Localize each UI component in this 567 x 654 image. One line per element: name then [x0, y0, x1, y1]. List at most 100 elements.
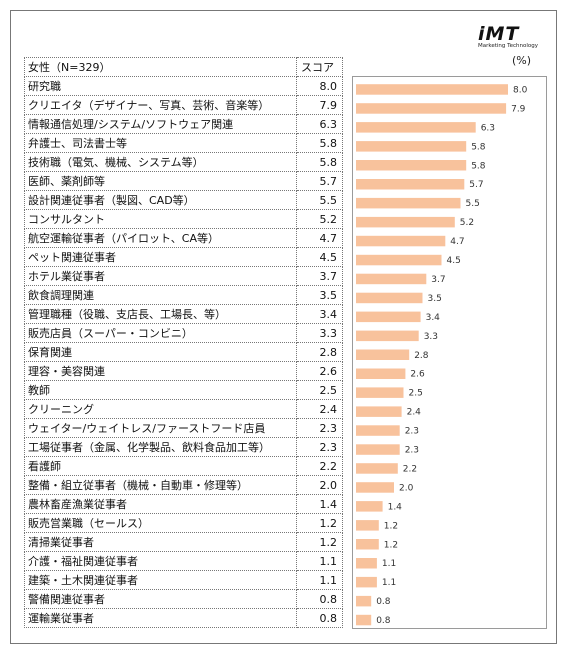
bar-value-label: 1.1	[382, 578, 396, 588]
row-score: 2.8	[296, 342, 343, 362]
row-label: 管理職種（役職、支店長、工場長、等）	[24, 304, 297, 324]
bar	[356, 387, 404, 398]
bar	[356, 558, 377, 569]
row-score: 3.5	[296, 285, 343, 305]
row-score: 2.2	[296, 456, 343, 476]
row-label: 運輸業従事者	[24, 608, 297, 628]
table-row: 保育関連 2.8	[24, 342, 343, 362]
bar-value-label: 2.4	[407, 408, 422, 418]
row-label: 販売店員（スーパー・コンビニ）	[24, 323, 297, 343]
bar-value-label: 6.3	[481, 123, 495, 133]
table-row: 弁護士、司法書士等 5.8	[24, 133, 343, 153]
row-score: 3.3	[296, 323, 343, 343]
row-label: クリーニング	[24, 399, 297, 419]
bar-value-label: 5.7	[469, 180, 483, 190]
row-score: 2.5	[296, 380, 343, 400]
row-score: 5.2	[296, 209, 343, 229]
bar	[356, 614, 372, 626]
table-row: 技術職（電気、機械、システム等） 5.8	[24, 152, 343, 172]
bar	[356, 406, 402, 417]
bar	[356, 160, 467, 171]
bar-value-label: 4.5	[447, 256, 461, 266]
table-row: 研究職 8.0	[24, 76, 343, 96]
row-label: ホテル業従事者	[24, 266, 297, 286]
bar-value-label: 3.3	[424, 332, 438, 342]
row-score: 5.5	[296, 190, 343, 210]
row-label: 清掃業従事者	[24, 532, 297, 552]
bar	[356, 292, 423, 304]
bar	[356, 482, 394, 493]
row-score: 1.2	[296, 532, 343, 552]
bar	[356, 501, 383, 512]
row-score: 7.9	[296, 95, 343, 115]
bar-value-label: 2.0	[399, 483, 414, 493]
table-row: 販売営業職（セールス） 1.2	[24, 513, 343, 533]
row-label: 航空運輸従事者（パイロット、CA等）	[24, 228, 297, 248]
bar	[356, 179, 465, 190]
row-label: 整備・組立従事者（機械・自動車・修理等）	[24, 475, 297, 495]
bar-chart: 8.0 7.9 6.3 5.8 5.8 5.7 5.5 5.2 4.7 4.5 3.7 3.5 3.4 3…	[352, 76, 547, 629]
row-score: 1.1	[296, 551, 343, 571]
row-score: 1.1	[296, 570, 343, 590]
unit-label: (%)	[512, 54, 532, 67]
row-label: 理容・美容関連	[24, 361, 297, 381]
bar	[356, 122, 476, 133]
row-score: 2.3	[296, 418, 343, 438]
table-row: 教師 2.5	[24, 380, 343, 400]
row-label: ペット関連従事者	[24, 247, 297, 267]
score-table: 女性（N=329） スコア 研究職 8.0 クリエイタ（デザイナー、写真、芸術、音楽…	[24, 57, 343, 628]
bar	[356, 311, 421, 323]
row-score: 0.8	[296, 608, 343, 628]
brand-logo: iMT Marketing Technology	[478, 23, 544, 50]
bar-value-label: 5.5	[466, 199, 480, 209]
row-label: 販売営業職（セールス）	[24, 513, 297, 533]
table-row: ペット関連従事者 4.5	[24, 247, 343, 267]
header-score: スコア	[296, 57, 343, 77]
row-score: 4.5	[296, 247, 343, 267]
bar	[356, 576, 377, 588]
table-row: 看護師 2.2	[24, 456, 343, 476]
table-row: 航空運輸従事者（パイロット、CA等） 4.7	[24, 228, 343, 248]
row-label: 保育関連	[24, 342, 297, 362]
bar	[356, 595, 372, 607]
row-score: 1.2	[296, 513, 343, 533]
bar	[356, 216, 455, 228]
bar-value-label: 1.2	[384, 521, 398, 531]
table-row: 清掃業従事者 1.2	[24, 532, 343, 552]
table-row: 運輸業従事者 0.8	[24, 608, 343, 628]
bar-value-label: 1.1	[382, 559, 396, 569]
row-score: 5.8	[296, 133, 343, 153]
row-score: 2.3	[296, 437, 343, 457]
table-row: 農林畜産漁業従事者 1.4	[24, 494, 343, 514]
table-row: クリエイタ（デザイナー、写真、芸術、音楽等） 7.9	[24, 95, 343, 115]
row-score: 8.0	[296, 76, 343, 96]
table-row: 建築・土木関連従事者 1.1	[24, 570, 343, 590]
row-label: 工場従事者（金属、化学製品、飲料食品加工等）	[24, 437, 297, 457]
row-score: 6.3	[296, 114, 343, 134]
logo-tagline: Marketing Technology	[478, 43, 538, 49]
bar-value-label: 0.8	[376, 597, 391, 607]
bar	[356, 368, 406, 379]
row-label: 教師	[24, 380, 297, 400]
row-score: 5.7	[296, 171, 343, 191]
logo-mark: iMT	[478, 23, 520, 45]
bar	[356, 197, 461, 209]
bar-value-label: 1.4	[388, 502, 403, 512]
row-label: 農林畜産漁業従事者	[24, 494, 297, 514]
table-row: 飲食調理関連 3.5	[24, 285, 343, 305]
bar-value-label: 0.8	[376, 616, 391, 626]
table-header-row: 女性（N=329） スコア	[24, 57, 343, 77]
bar	[356, 235, 446, 247]
bar-value-label: 4.7	[450, 237, 464, 247]
row-label: 技術職（電気、機械、システム等）	[24, 152, 297, 172]
bar-value-label: 8.0	[513, 86, 528, 96]
bar	[356, 141, 467, 152]
bar-value-label: 7.9	[511, 104, 526, 114]
row-label: 設計関連従事者（製図、CAD等）	[24, 190, 297, 210]
bar	[356, 349, 410, 360]
bar	[356, 425, 400, 436]
bar-chart-svg: 8.0 7.9 6.3 5.8 5.8 5.7 5.5 5.2 4.7 4.53.7 3.5 3.4 3…	[356, 84, 528, 626]
bar	[356, 444, 400, 455]
row-label: 介護・福祉関連従事者	[24, 551, 297, 571]
table-row: 設計関連従事者（製図、CAD等） 5.5	[24, 190, 343, 210]
